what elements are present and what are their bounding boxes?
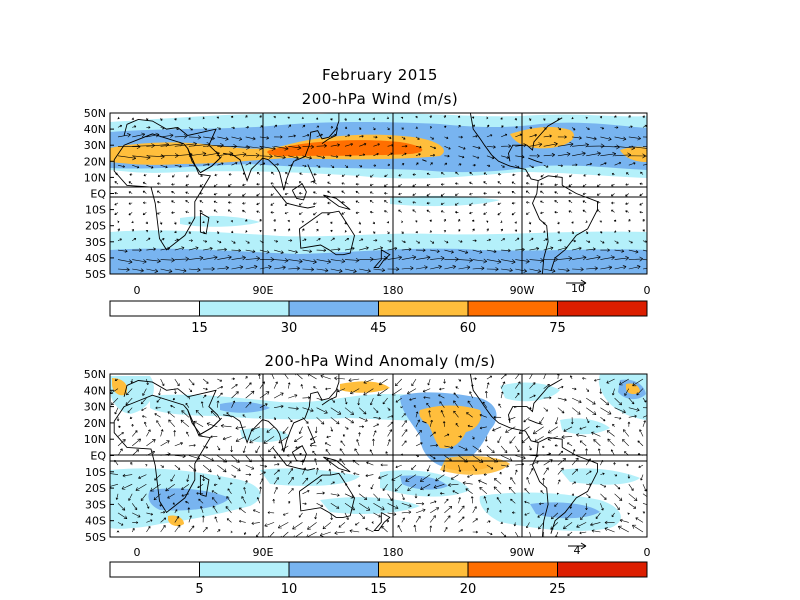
lat-tick-label: 20N xyxy=(84,417,106,430)
lon-tick-label: 0 xyxy=(644,284,651,297)
lat-tick-label: 50N xyxy=(84,107,106,120)
anomaly-vectors xyxy=(110,374,647,537)
colorbar-level-label: 75 xyxy=(549,321,566,336)
wind-lon-labels: 0 90E 180 90W 0 xyxy=(134,284,651,297)
lat-tick-label: 40N xyxy=(84,123,106,136)
colorbar-swatch xyxy=(557,561,648,578)
lon-tick-label: 90E xyxy=(253,284,274,297)
colorbar-swatch xyxy=(557,300,648,317)
wind-map-gridlines xyxy=(110,113,647,274)
lat-tick-label: 40N xyxy=(84,384,106,397)
lon-tick-label: 90E xyxy=(253,546,274,559)
anomaly-reference-vector-label: 4 xyxy=(574,544,581,557)
lat-tick-label: EQ xyxy=(90,188,106,201)
lon-tick-label: 180 xyxy=(383,546,404,559)
colorbar-level-label: 15 xyxy=(370,582,387,597)
lon-tick-label: 0 xyxy=(134,284,141,297)
lat-tick-label: 30N xyxy=(84,139,106,152)
anomaly-panel-title: 200-hPa Wind Anomaly (m/s) xyxy=(264,352,496,370)
anomaly-lat-labels: 50N 40N 30N 20N 10N EQ 10S 20S 30S 40S 50S xyxy=(84,368,114,544)
lat-tick-label: 50S xyxy=(85,268,106,281)
colorbar-level-label: 20 xyxy=(460,582,477,597)
lat-tick-label: 30N xyxy=(84,401,106,414)
wind-panel-title: 200-hPa Wind (m/s) xyxy=(301,90,459,108)
anomaly-colorbar: 5 10 15 20 25 xyxy=(109,561,648,597)
colorbar-swatch xyxy=(467,300,558,317)
colorbar-swatch xyxy=(288,561,379,578)
lat-tick-label: 10N xyxy=(84,171,106,184)
colorbar-level-label: 60 xyxy=(460,321,477,336)
wind-lat-labels: 50N 40N 30N 20N 10N EQ 10S 20S 30S 40S 50S xyxy=(84,107,114,281)
colorbar-swatch xyxy=(378,300,469,317)
colorbar-level-label: 5 xyxy=(195,582,203,597)
lat-tick-label: 10S xyxy=(85,466,106,479)
colorbar-swatch xyxy=(199,300,290,317)
lon-tick-label: 180 xyxy=(383,284,404,297)
lat-tick-label: 30S xyxy=(85,498,106,511)
colorbar-level-label: 15 xyxy=(191,321,208,336)
lat-tick-label: EQ xyxy=(90,450,106,463)
colorbar-level-label: 10 xyxy=(281,582,298,597)
lat-tick-label: 30S xyxy=(85,236,106,249)
lat-tick-label: 50S xyxy=(85,531,106,544)
lat-tick-label: 10N xyxy=(84,433,106,446)
anomaly-map-coastlines xyxy=(113,374,598,537)
colorbar-swatch xyxy=(109,561,200,578)
figure-date-title: February 2015 xyxy=(322,66,438,84)
colorbar-level-label: 25 xyxy=(549,582,566,597)
colorbar-swatch xyxy=(288,300,379,317)
lat-tick-label: 40S xyxy=(85,515,106,528)
lat-tick-label: 20S xyxy=(85,220,106,233)
colorbar-level-label: 30 xyxy=(281,321,298,336)
colorbar-swatch xyxy=(467,561,558,578)
lon-tick-label: 90W xyxy=(510,546,535,559)
lat-tick-label: 10S xyxy=(85,204,106,217)
lon-tick-label: 90W xyxy=(510,284,535,297)
colorbar-swatch xyxy=(199,561,290,578)
lat-tick-label: 20S xyxy=(85,482,106,495)
anomaly-reference-vector: 4 xyxy=(568,542,587,557)
lon-tick-label: 0 xyxy=(134,546,141,559)
anomaly-lon-labels: 0 90E 180 90W 0 xyxy=(134,546,651,559)
colorbar-swatch xyxy=(109,300,200,317)
colorbar-level-label: 45 xyxy=(370,321,387,336)
lat-tick-label: 40S xyxy=(85,252,106,265)
wind-colorbar: 15 30 45 60 75 xyxy=(109,300,648,336)
lat-tick-label: 50N xyxy=(84,368,106,381)
wind-vectors xyxy=(114,115,647,274)
lat-tick-label: 20N xyxy=(84,155,106,168)
colorbar-swatch xyxy=(378,561,469,578)
anomaly-map-gridlines xyxy=(110,374,647,537)
wind-reference-vector-label: 10 xyxy=(571,282,585,295)
lon-tick-label: 0 xyxy=(644,546,651,559)
anomaly-map-panel: 50N 40N 30N 20N 10N EQ 10S 20S 30S 40S 50S 0 90E 180… xyxy=(84,368,651,559)
wind-map-panel: 50N 40N 30N 20N 10N EQ 10S 20S 30S 40S 50S 0 90E 180… xyxy=(84,107,651,297)
wind-reference-vector: 10 xyxy=(566,279,587,295)
